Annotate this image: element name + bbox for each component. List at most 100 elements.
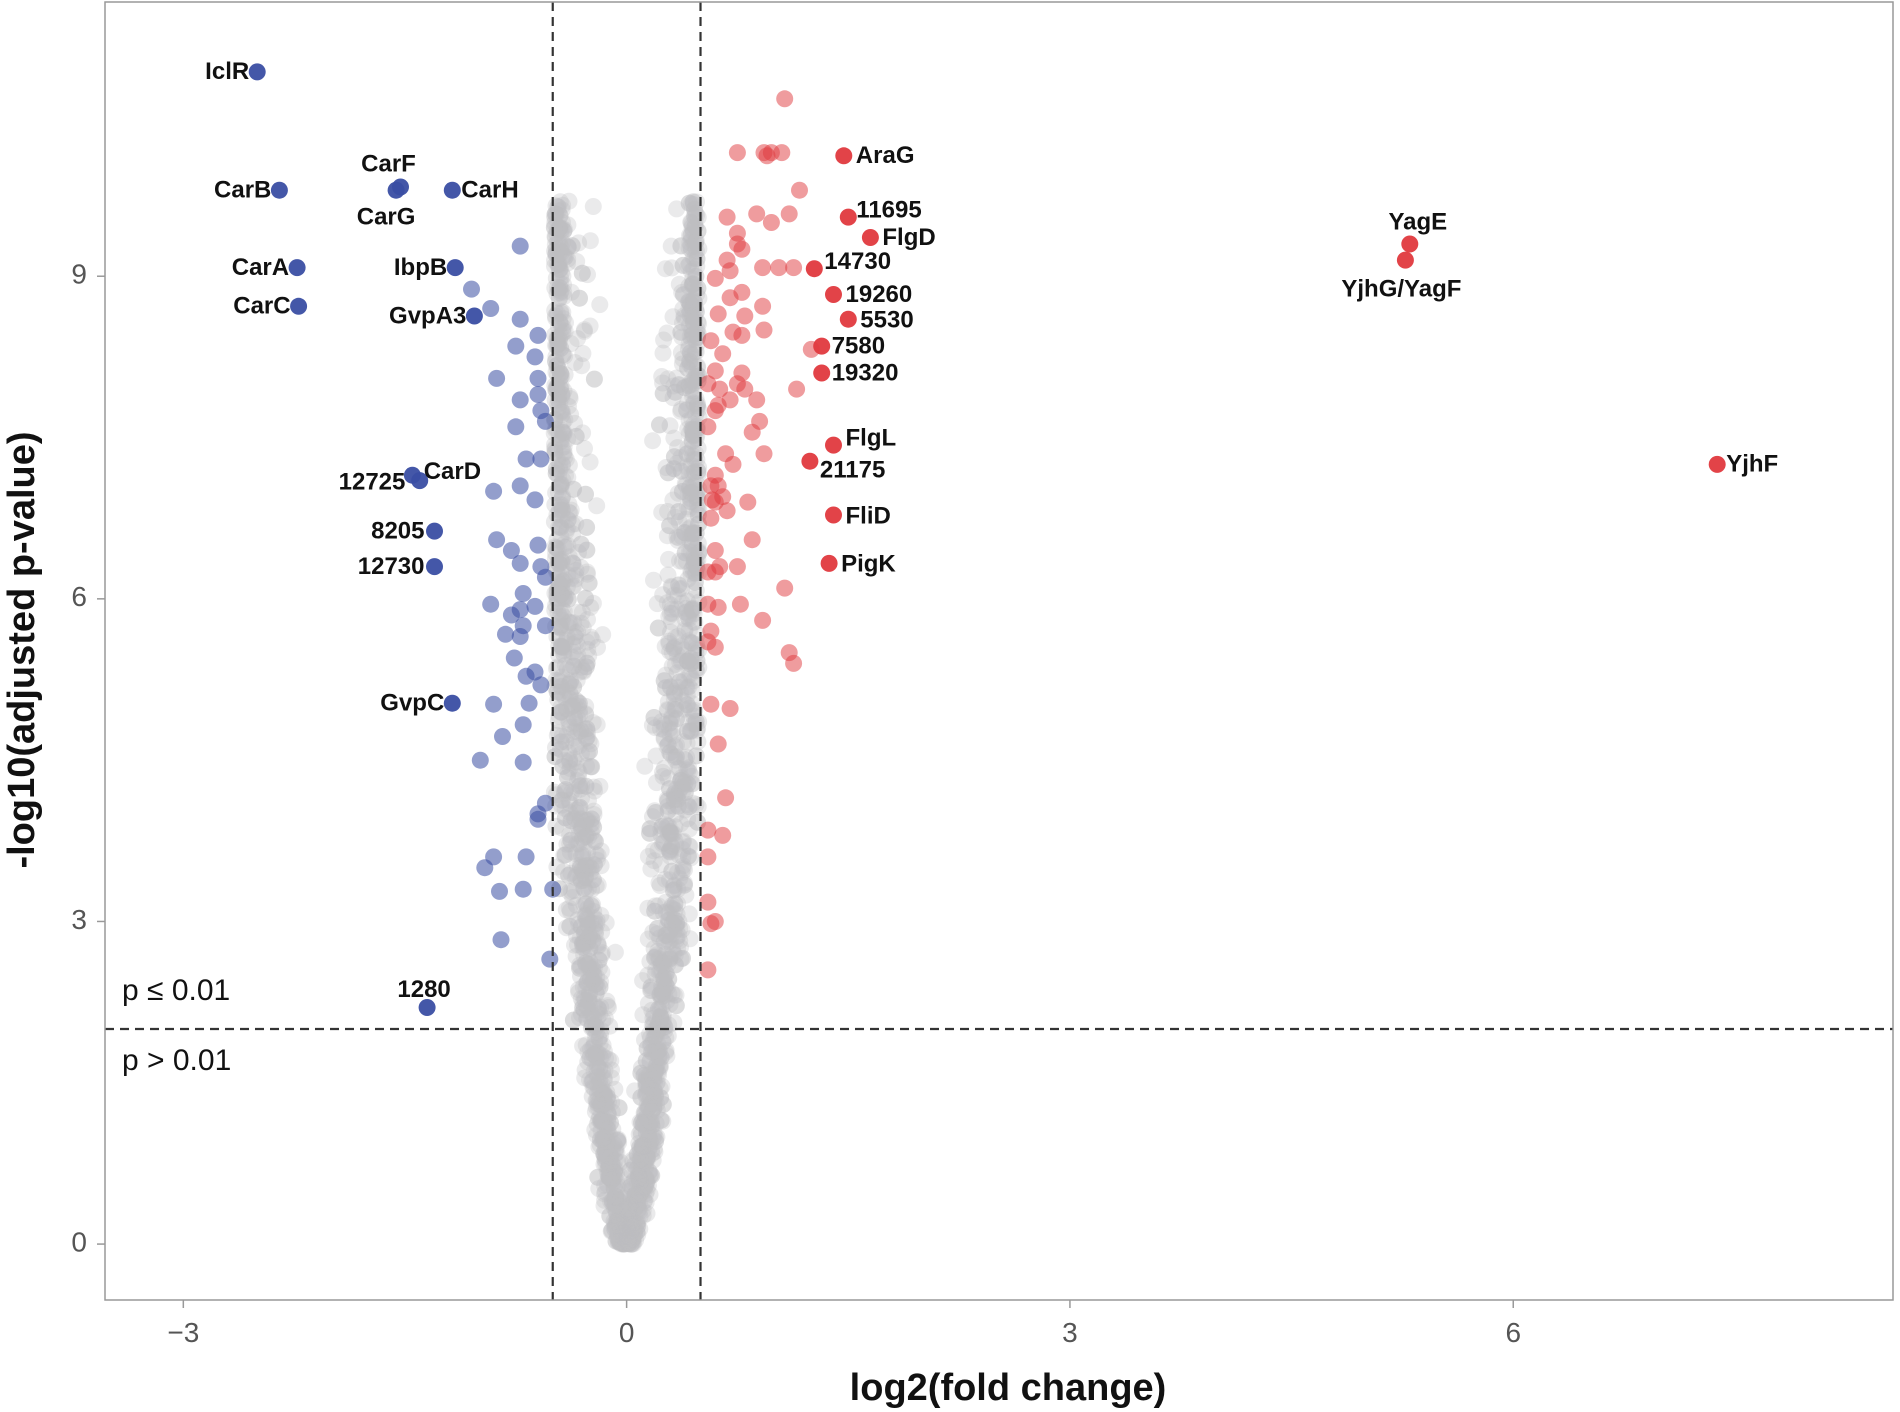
point-nonsignificant xyxy=(681,234,699,252)
point-nonsignificant xyxy=(592,1111,610,1129)
point-nonsignificant xyxy=(580,927,598,945)
point-nonsignificant xyxy=(676,784,694,801)
point-nonsignificant xyxy=(679,761,697,779)
gene-label: CarD xyxy=(424,458,481,485)
point-nonsignificant xyxy=(614,1235,632,1253)
point-nonsignificant xyxy=(655,834,673,852)
point-nonsignificant xyxy=(664,727,682,745)
point-nonsignificant xyxy=(634,1137,651,1155)
point-nonsignificant xyxy=(611,1233,628,1251)
point-nonsignificant xyxy=(636,1112,654,1130)
point-nonsignificant xyxy=(631,1113,649,1131)
point-nonsignificant xyxy=(551,284,569,302)
point-nonsignificant xyxy=(666,383,684,401)
point-nonsignificant xyxy=(585,856,603,874)
point-nonsignificant xyxy=(631,1151,649,1169)
point-nonsignificant xyxy=(554,757,572,775)
point-nonsignificant xyxy=(643,977,660,995)
point-nonsignificant xyxy=(661,922,678,940)
point-nonsignificant xyxy=(596,1152,614,1169)
point-nonsignificant xyxy=(605,1158,623,1176)
point-nonsignificant xyxy=(596,1185,613,1203)
point-nonsignificant xyxy=(679,340,697,358)
region-label-below: p > 0.01 xyxy=(122,1044,231,1077)
point-nonsignificant xyxy=(582,859,600,877)
point-nonsignificant xyxy=(551,575,568,593)
point-nonsignificant xyxy=(637,1068,655,1086)
point-upregulated xyxy=(706,542,724,559)
point-nonsignificant xyxy=(552,740,569,758)
point-nonsignificant xyxy=(590,959,608,977)
point-nonsignificant xyxy=(689,465,707,483)
point-nonsignificant xyxy=(600,1168,618,1186)
point-nonsignificant xyxy=(601,1017,619,1035)
point-nonsignificant xyxy=(683,702,701,720)
point-nonsignificant xyxy=(652,1111,670,1129)
point-nonsignificant xyxy=(640,1116,658,1134)
point-nonsignificant xyxy=(671,552,688,570)
point-nonsignificant xyxy=(678,679,696,697)
point-nonsignificant xyxy=(611,1211,629,1229)
point-nonsignificant xyxy=(635,1067,653,1084)
point-nonsignificant xyxy=(621,1231,639,1249)
point-nonsignificant xyxy=(684,326,702,343)
point-nonsignificant xyxy=(561,390,579,408)
point-nonsignificant xyxy=(683,322,701,340)
point-nonsignificant xyxy=(642,1166,659,1184)
point-nonsignificant xyxy=(631,1220,649,1238)
point-nonsignificant xyxy=(681,838,699,855)
point-nonsignificant xyxy=(680,798,698,816)
point-nonsignificant xyxy=(676,524,694,541)
point-nonsignificant xyxy=(566,414,584,432)
point-nonsignificant xyxy=(624,1230,642,1248)
point-nonsignificant xyxy=(606,1080,624,1098)
point-nonsignificant xyxy=(581,939,599,957)
point-nonsignificant xyxy=(578,812,596,829)
point-nonsignificant xyxy=(678,687,696,704)
point-nonsignificant xyxy=(659,792,677,810)
point-nonsignificant xyxy=(640,1137,658,1155)
point-nonsignificant xyxy=(673,921,691,939)
point-nonsignificant xyxy=(634,1137,651,1155)
point-nonsignificant xyxy=(615,1189,632,1207)
point-upregulated xyxy=(714,345,732,363)
point-nonsignificant xyxy=(607,1145,624,1162)
point-nonsignificant xyxy=(618,1227,636,1245)
point-nonsignificant xyxy=(639,899,657,917)
point-nonsignificant xyxy=(608,1165,625,1183)
point-nonsignificant xyxy=(685,551,703,569)
point-nonsignificant xyxy=(680,500,698,518)
point-nonsignificant xyxy=(567,570,585,588)
point-nonsignificant xyxy=(583,631,601,649)
point-nonsignificant xyxy=(684,275,702,293)
point-nonsignificant xyxy=(585,802,603,820)
point-nonsignificant xyxy=(595,1145,613,1163)
point-nonsignificant xyxy=(690,544,708,562)
point-nonsignificant xyxy=(545,219,563,236)
point-nonsignificant xyxy=(622,1205,640,1223)
point-nonsignificant xyxy=(672,938,689,956)
point-nonsignificant xyxy=(649,1040,667,1058)
point-upregulated xyxy=(754,611,772,629)
point-nonsignificant xyxy=(631,1172,649,1190)
point-nonsignificant xyxy=(599,1113,617,1131)
point-nonsignificant xyxy=(551,260,569,278)
point-nonsignificant xyxy=(626,1200,644,1218)
point-nonsignificant xyxy=(597,1049,614,1067)
point-nonsignificant xyxy=(552,326,570,344)
point-nonsignificant xyxy=(561,751,579,769)
point-nonsignificant xyxy=(548,357,566,375)
point-downregulated xyxy=(514,585,532,602)
point-nonsignificant xyxy=(654,1096,672,1113)
point-nonsignificant xyxy=(554,757,572,775)
point-upregulated xyxy=(702,915,720,933)
point-nonsignificant xyxy=(665,944,682,962)
gene-label: GvpC xyxy=(380,690,444,717)
point-nonsignificant xyxy=(572,614,590,632)
point-nonsignificant xyxy=(557,901,575,919)
point-nonsignificant xyxy=(606,1192,623,1209)
point-nonsignificant xyxy=(684,196,702,213)
point-downregulated xyxy=(511,554,529,572)
point-nonsignificant xyxy=(567,427,585,445)
